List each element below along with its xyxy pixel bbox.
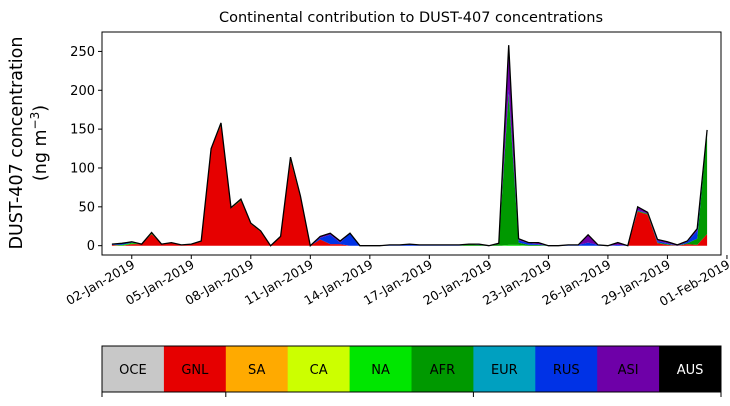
area-gnl <box>111 125 708 246</box>
y-axis-label-line1: DUST-407 concentration <box>7 37 27 250</box>
y-axis-label-line2: (ng m−3) <box>28 105 51 181</box>
legend-label-afr: AFR <box>430 363 455 378</box>
area-afr <box>111 93 708 246</box>
y-axis-unit-prefix: (ng m <box>31 129 51 181</box>
legend-swatch-asi <box>597 346 660 392</box>
legend-label-ca: CA <box>310 363 328 378</box>
area-sa <box>111 125 708 246</box>
legend-label-oce: OCE <box>119 363 147 378</box>
total-outline <box>111 45 708 247</box>
legend-swatch-aus <box>659 346 722 392</box>
y-axis-unit-suffix: ) <box>31 105 51 112</box>
legend-swatch-oce <box>102 346 165 392</box>
area-ca <box>111 125 708 246</box>
y-tick-label: 250 <box>70 45 95 60</box>
area-asi <box>111 45 708 246</box>
legend-swatch-gnl <box>163 346 227 392</box>
x-axis-ticks: 02-Jan-201905-Jan-201908-Jan-201911-Jan-… <box>63 255 730 309</box>
y-tick-label: 50 <box>78 200 95 215</box>
legend-swatch-rus <box>535 346 598 392</box>
area-na <box>111 125 708 246</box>
chart-title: Continental contribution to DUST-407 con… <box>219 10 603 26</box>
y-tick-label: 0 <box>87 239 95 254</box>
area-aus <box>111 45 708 246</box>
legend-label-sa: SA <box>248 363 265 378</box>
y-axis-label: DUST-407 concentration (ng m−3) <box>7 37 51 250</box>
legend-label-na: NA <box>371 363 390 378</box>
legend-label-asi: ASI <box>618 363 639 378</box>
y-tick-label: 200 <box>70 84 95 99</box>
legend-swatch-afr <box>411 346 474 392</box>
legend-swatch-eur <box>473 346 536 392</box>
plot-frame <box>101 31 722 256</box>
legend-swatch-sa <box>225 346 289 392</box>
legend-swatch-na <box>349 346 412 392</box>
y-axis-unit-superscript: −3 <box>28 112 42 130</box>
area-rus <box>111 89 708 246</box>
legend-swatch-ca <box>287 346 351 392</box>
y-tick-label: 100 <box>70 161 95 176</box>
legend-label-rus: RUS <box>553 363 580 378</box>
legend-label-gnl: GNL <box>181 363 209 378</box>
y-tick-label: 150 <box>70 123 95 138</box>
legend-label-aus: AUS <box>677 363 704 378</box>
area-eur <box>111 93 708 246</box>
y-axis-ticks: 0 50 100 150 200 250 <box>70 45 102 254</box>
legend-colorbar: OCE GNL SA CA NA AFR EUR RUS ASI AUS <box>101 345 722 397</box>
area-layers <box>111 45 708 246</box>
legend-frame <box>101 345 722 393</box>
legend-label-eur: EUR <box>491 363 518 378</box>
